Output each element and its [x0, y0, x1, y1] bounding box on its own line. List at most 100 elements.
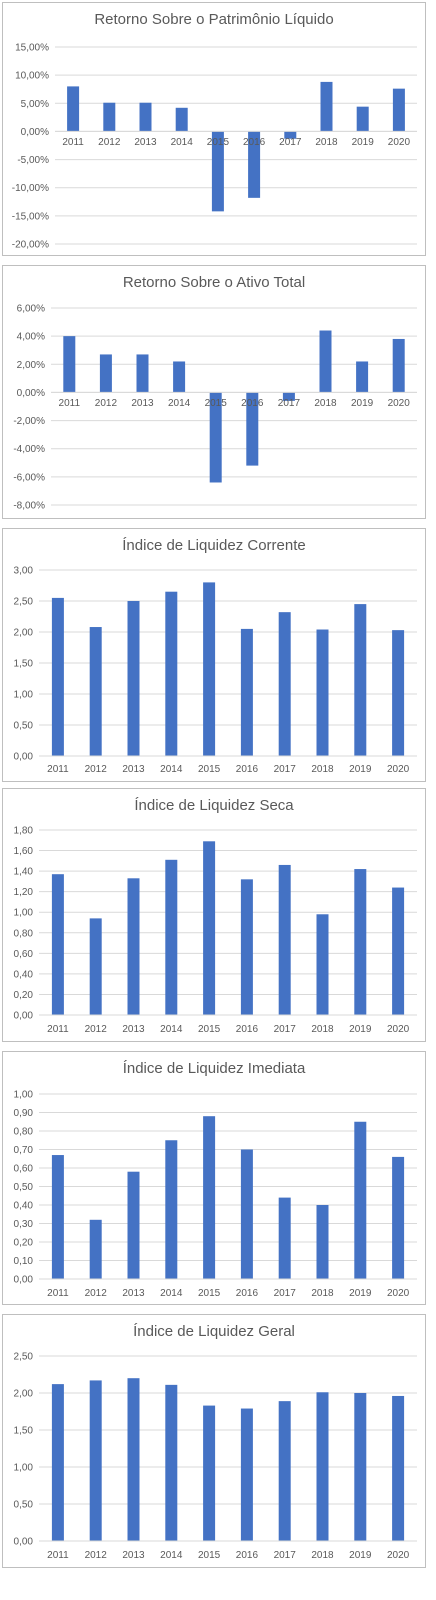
bar	[51, 1155, 64, 1279]
bar	[278, 1197, 291, 1279]
bar	[103, 102, 116, 132]
bar	[278, 1401, 291, 1541]
x-tick-label: 2020	[387, 1550, 410, 1561]
x-tick-label: 2020	[387, 1288, 410, 1299]
x-tick-label: 2015	[198, 1550, 221, 1561]
y-tick-label: -2,00%	[13, 416, 45, 427]
x-tick-label: 2020	[387, 1024, 410, 1035]
x-tick-label: 2017	[274, 764, 297, 775]
bar	[278, 864, 291, 1015]
bar	[282, 392, 295, 401]
y-tick-label: 0,60	[14, 1164, 34, 1175]
bar	[67, 86, 80, 132]
x-tick-label: 2020	[387, 764, 410, 775]
y-tick-label: 5,00%	[21, 99, 49, 110]
y-tick-label: 1,00	[14, 1463, 34, 1474]
bar	[284, 131, 297, 139]
y-tick-label: 0,90	[14, 1108, 34, 1119]
y-tick-label: 0,40	[14, 1201, 34, 1212]
y-tick-label: 2,00%	[17, 360, 45, 371]
x-tick-label: 2018	[315, 137, 338, 148]
y-tick-label: 0,20	[14, 990, 34, 1001]
x-tick-label: 2013	[122, 1024, 145, 1035]
bar	[99, 354, 112, 393]
x-tick-label: 2016	[236, 764, 259, 775]
y-tick-label: 1,20	[14, 887, 34, 898]
bar	[165, 1140, 178, 1279]
bar	[165, 859, 178, 1015]
bar	[127, 1378, 140, 1541]
bar	[203, 841, 216, 1015]
bar	[392, 88, 405, 132]
bar	[354, 1393, 367, 1541]
bar	[246, 392, 259, 466]
y-tick-label: 0,00	[14, 1011, 34, 1022]
y-tick-label: 1,80	[14, 826, 34, 837]
bar	[240, 1149, 253, 1279]
chart-svg: 2,50 2,00 1,50 1,00 0,50 0,00 2011 2012 2013 2014…	[14, 1352, 417, 1561]
x-tick-label: 2015	[198, 1024, 221, 1035]
x-tick-label: 2014	[168, 398, 191, 409]
chart-title: Índice de Liquidez Geral	[133, 1323, 295, 1340]
x-tick-label: 2019	[349, 1288, 372, 1299]
y-tick-label: 2,00	[14, 1389, 34, 1400]
bar	[89, 627, 102, 756]
x-tick-label: 2019	[349, 764, 372, 775]
bar	[127, 878, 140, 1015]
y-tick-label: 2,00	[14, 628, 34, 639]
x-tick-label: 2013	[134, 137, 157, 148]
bar	[51, 874, 64, 1015]
x-tick-label: 2015	[205, 398, 228, 409]
bar	[127, 1171, 140, 1279]
bar	[173, 361, 186, 393]
bar	[392, 630, 405, 756]
y-tick-label: -15,00%	[12, 211, 49, 222]
y-tick-label: 1,50	[14, 1426, 34, 1437]
x-tick-label: 2011	[47, 1024, 69, 1035]
chart-title: Retorno Sobre o Patrimônio Líquido	[94, 11, 334, 28]
y-tick-label: -5,00%	[17, 155, 49, 166]
y-tick-label: 0,80	[14, 928, 34, 939]
bar	[319, 330, 332, 393]
x-tick-label: 2017	[274, 1550, 297, 1561]
chart-svg: 1,80 1,60 1,40 1,20 1,00 0,80 0,60 0,40 0,20 0,00…	[14, 826, 417, 1035]
x-tick-label: 2014	[160, 1288, 183, 1299]
bar	[139, 102, 152, 132]
y-tick-label: 1,40	[14, 867, 34, 878]
y-tick-label: 0,00	[14, 1275, 34, 1286]
y-tick-label: 15,00%	[15, 43, 49, 54]
x-tick-label: 2019	[352, 137, 375, 148]
bar	[89, 1219, 102, 1279]
bar	[175, 107, 188, 132]
x-tick-label: 2012	[95, 398, 118, 409]
x-tick-label: 2019	[349, 1024, 372, 1035]
bar	[320, 81, 333, 132]
bar	[51, 597, 64, 756]
y-tick-label: 1,00	[14, 690, 34, 701]
x-tick-label: 2019	[351, 398, 374, 409]
x-tick-label: 2015	[198, 764, 221, 775]
bar	[392, 1395, 405, 1541]
bar	[240, 879, 253, 1015]
bar	[316, 914, 329, 1015]
y-tick-label: 0,00%	[21, 127, 49, 138]
chart-panel-liquidez-corrente: Índice de Liquidez Corrente 3,00 2,50 2,00…	[2, 528, 426, 782]
x-tick-label: 2016	[236, 1550, 259, 1561]
x-tick-label: 2011	[59, 398, 81, 409]
x-tick-label: 2011	[47, 1550, 69, 1561]
x-tick-label: 2018	[311, 764, 334, 775]
bar	[136, 354, 149, 393]
y-tick-label: -6,00%	[13, 472, 45, 483]
bar	[240, 628, 253, 756]
bar	[165, 1384, 178, 1541]
y-tick-label: 10,00%	[15, 71, 49, 82]
bar	[354, 869, 367, 1015]
x-tick-label: 2014	[160, 764, 183, 775]
x-tick-label: 2015	[198, 1288, 221, 1299]
x-tick-label: 2019	[349, 1550, 372, 1561]
x-tick-label: 2013	[122, 1550, 145, 1561]
y-tick-label: -4,00%	[13, 444, 45, 455]
chart-panel-liquidez-geral: Índice de Liquidez Geral 2,50 2,00 1,50 1,0…	[2, 1314, 426, 1568]
y-tick-label: 0,80	[14, 1127, 34, 1138]
y-tick-label: 1,60	[14, 846, 34, 857]
